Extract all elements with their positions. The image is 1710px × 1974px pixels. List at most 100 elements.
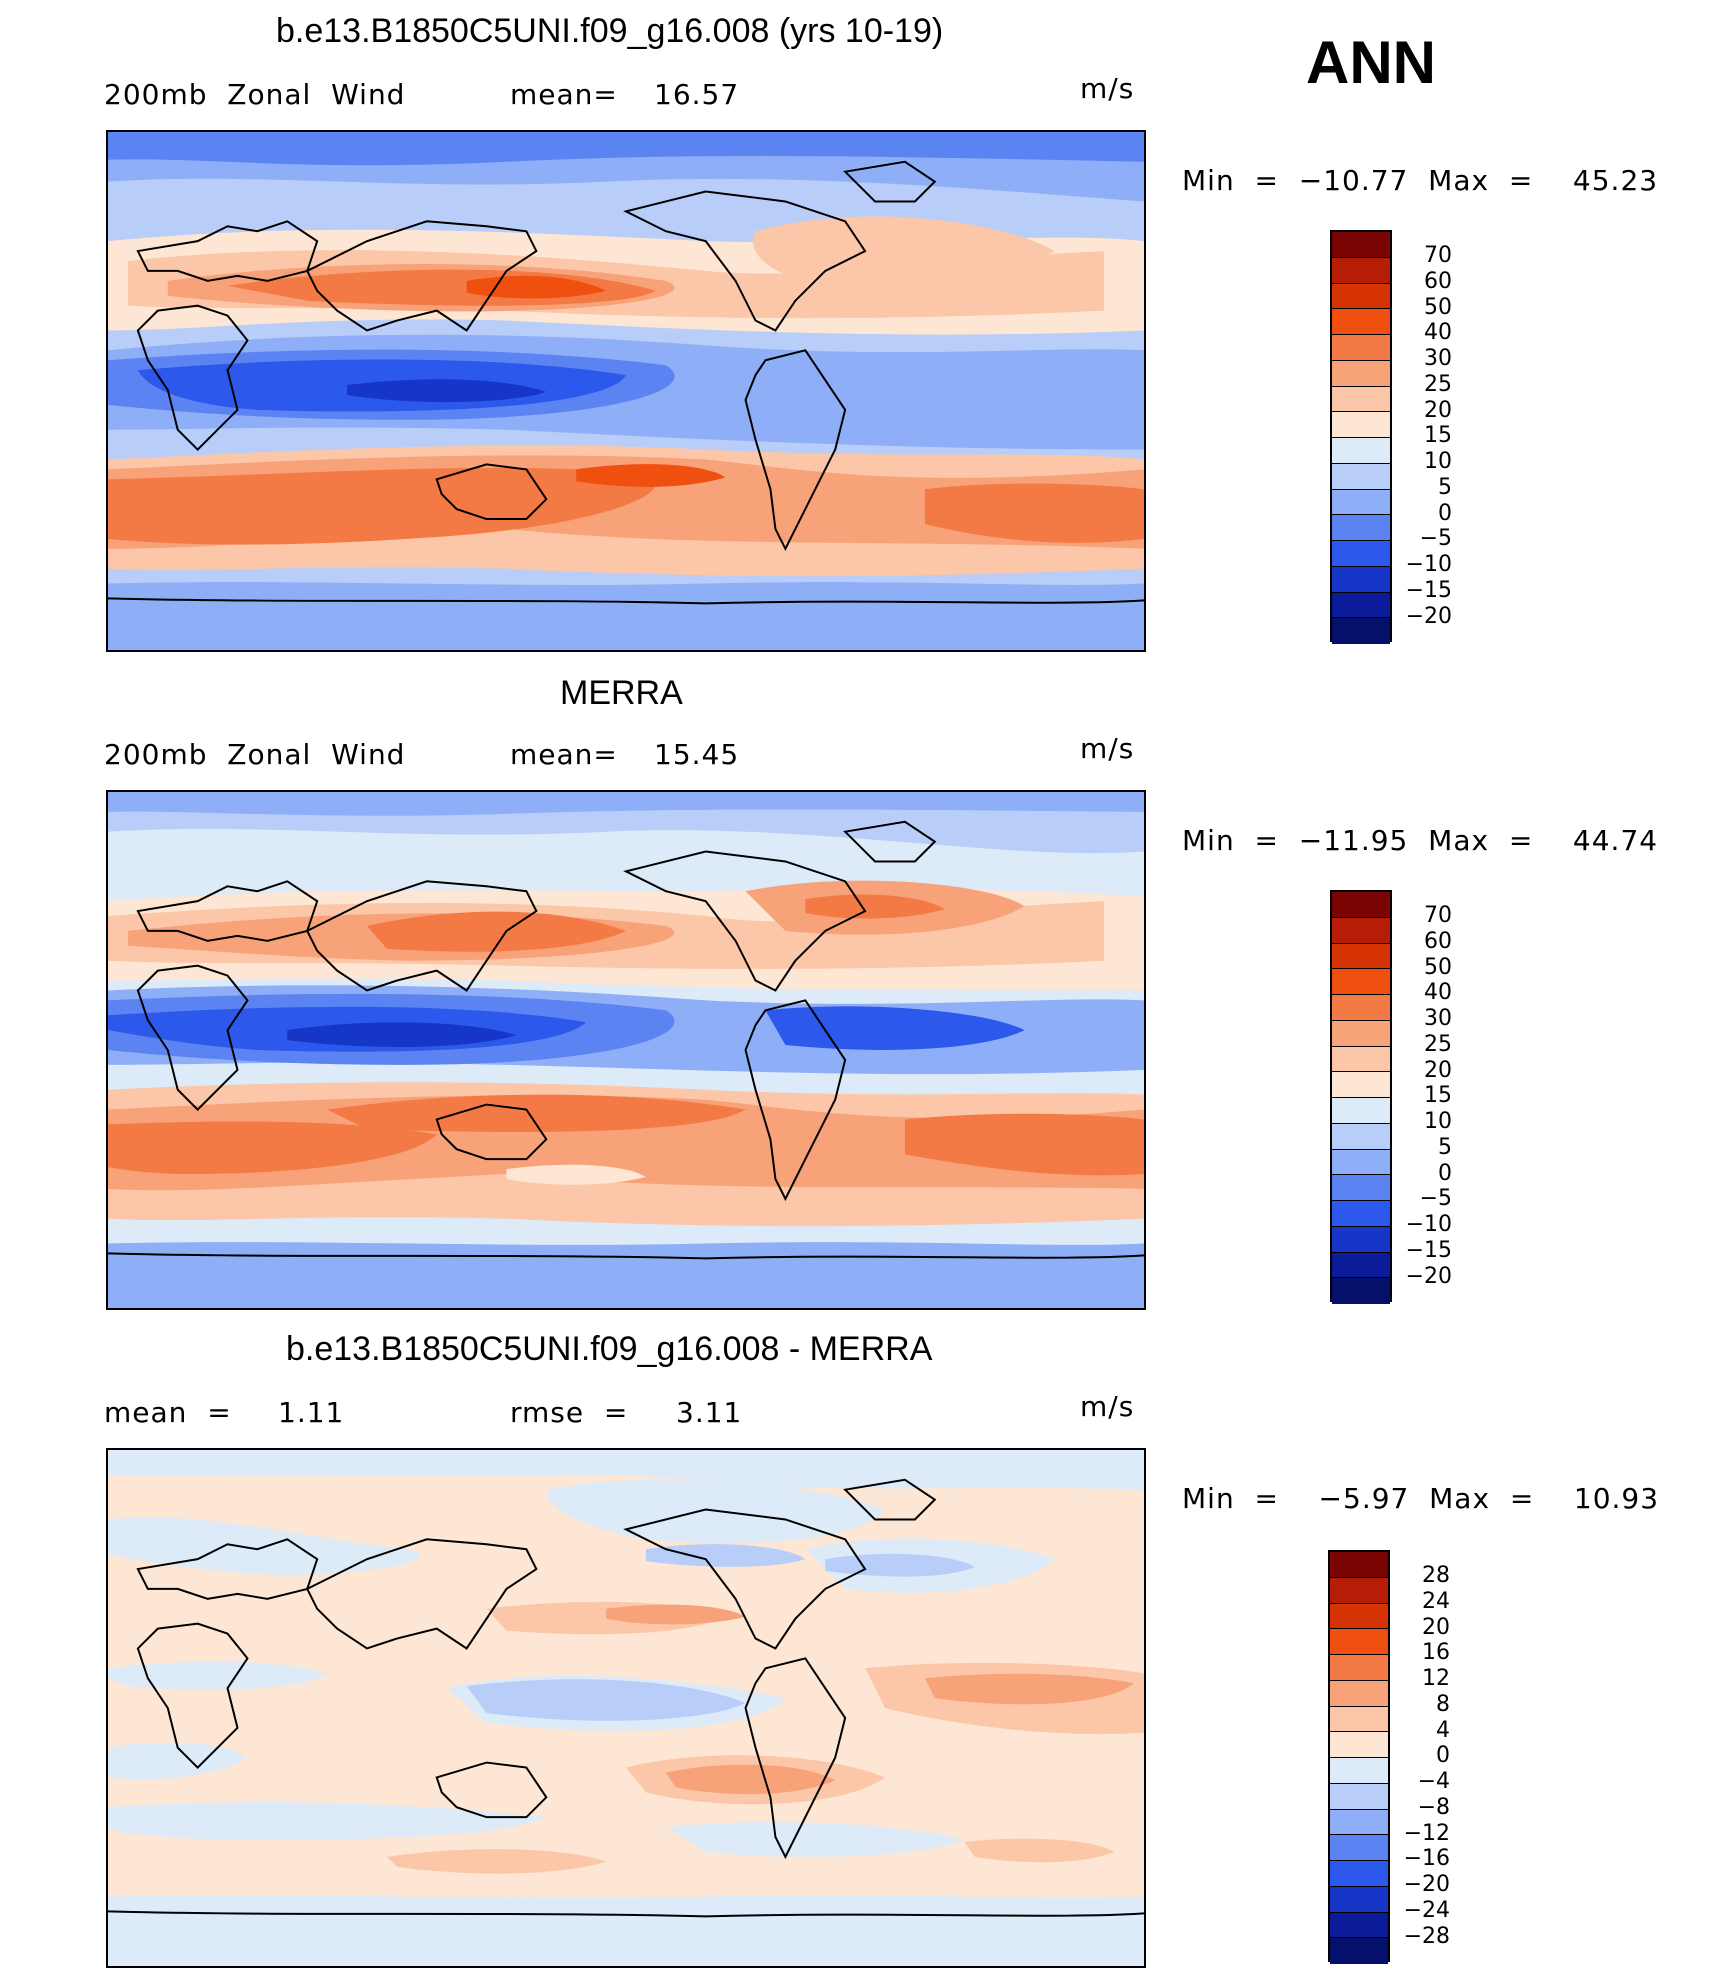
mean-value: 1.11 [278, 1396, 345, 1429]
colorbar-cell [1332, 1020, 1390, 1047]
colorbar-labels-difference: 28 24 20 16 12 8 4 0 −4 −8 −12 −16 −20 −… [1390, 1550, 1450, 1962]
map-obs [106, 790, 1146, 1310]
colorbar-tick-label: 50 [1424, 955, 1452, 980]
colorbar-cell [1332, 1072, 1390, 1098]
colorbar-tick-label: −10 [1405, 552, 1452, 577]
colorbar-cell [1332, 1123, 1390, 1150]
colorbar-cell [1330, 1552, 1388, 1578]
colorbar-cell [1330, 1783, 1388, 1810]
panel-title: b.e13.B1850C5UNI.f09_g16.008 - MERRA [286, 1330, 933, 1368]
colorbar-cell [1332, 541, 1390, 567]
colorbar-cell [1330, 1655, 1388, 1681]
colorbar-cell [1330, 1706, 1388, 1733]
colorbar-cell [1332, 1201, 1390, 1227]
colorbar-tick-label: −24 [1403, 1898, 1450, 1923]
colorbar-cell [1330, 1758, 1388, 1784]
colorbar-cell [1330, 1732, 1388, 1758]
colorbar-cell [1332, 892, 1390, 918]
rmse-value: 3.11 [676, 1396, 743, 1429]
zonal-wind-map [108, 132, 1144, 650]
colorbar-tick-label: −12 [1403, 1821, 1450, 1846]
colorbar-labels-obs: 70 60 50 40 30 25 20 15 10 5 0 −5 −10 −1… [1392, 890, 1452, 1302]
zonal-wind-difference-map [108, 1450, 1144, 1966]
colorbar-tick-label: 10 [1424, 449, 1452, 474]
colorbar-tick-label: 60 [1424, 929, 1452, 954]
colorbar-tick-label: −28 [1403, 1924, 1450, 1949]
colorbar-cell [1332, 1149, 1390, 1176]
colorbar-cell [1330, 1629, 1388, 1655]
colorbar-tick-label: −5 [1419, 1186, 1452, 1211]
colorbar-cell [1332, 360, 1390, 387]
colorbar-tick-label: 0 [1436, 1743, 1450, 1768]
colorbar-cell [1332, 257, 1390, 284]
colorbar-cell [1332, 592, 1390, 619]
zonal-wind-map [108, 792, 1144, 1308]
colorbar-tick-label: 60 [1424, 269, 1452, 294]
colorbar-cell [1330, 1577, 1388, 1604]
colorbar-cell [1332, 1252, 1390, 1279]
mean-label: mean= [510, 78, 618, 111]
mean-label: mean = [104, 1396, 232, 1429]
colorbar-tick-label: −20 [1403, 1872, 1450, 1897]
colorbar-model [1330, 230, 1392, 644]
colorbar-cell [1332, 995, 1390, 1021]
colorbar-tick-label: −10 [1405, 1212, 1452, 1237]
units-label: m/s [1080, 732, 1135, 765]
colorbar-tick-label: −8 [1417, 1795, 1450, 1820]
colorbar-obs [1330, 890, 1392, 1304]
colorbar-cell [1332, 438, 1390, 464]
colorbar-cell [1332, 1278, 1390, 1304]
colorbar-tick-label: 30 [1424, 1006, 1452, 1031]
colorbar-tick-label: 0 [1438, 1161, 1452, 1186]
colorbar-tick-label: 8 [1436, 1692, 1450, 1717]
colorbar-cell [1332, 309, 1390, 335]
season-label: ANN [1306, 29, 1436, 96]
minmax-label: Min = −5.97 Max = 10.93 [1182, 1482, 1660, 1515]
colorbar-cell [1330, 1835, 1388, 1861]
minmax-label: Min = −10.77 Max = 45.23 [1182, 164, 1659, 197]
colorbar-cell [1332, 969, 1390, 995]
colorbar-tick-label: 12 [1422, 1666, 1450, 1691]
colorbar-tick-label: 25 [1424, 1032, 1452, 1057]
mean-value: 16.57 [654, 78, 740, 111]
map-difference [106, 1448, 1146, 1968]
colorbar-cell [1332, 232, 1390, 258]
rmse-label: rmse = [510, 1396, 629, 1429]
colorbar-tick-label: 15 [1424, 1083, 1452, 1108]
colorbar-difference [1328, 1550, 1390, 1964]
colorbar-tick-label: 28 [1422, 1563, 1450, 1588]
colorbar-tick-label: 20 [1422, 1615, 1450, 1640]
colorbar-tick-label: 4 [1436, 1718, 1450, 1743]
colorbar-cell [1330, 1680, 1388, 1707]
colorbar-cell [1332, 1175, 1390, 1201]
colorbar-cell [1332, 412, 1390, 438]
colorbar-tick-label: 70 [1424, 903, 1452, 928]
colorbar-tick-label: 70 [1424, 243, 1452, 268]
colorbar-cell [1332, 515, 1390, 541]
variable-label: 200mb Zonal Wind [104, 738, 406, 771]
colorbar-tick-label: 50 [1424, 295, 1452, 320]
mean-value: 15.45 [654, 738, 740, 771]
colorbar-tick-label: −16 [1403, 1846, 1450, 1871]
colorbar-tick-label: 40 [1424, 320, 1452, 345]
colorbar-tick-label: 40 [1424, 980, 1452, 1005]
colorbar-cell [1332, 618, 1390, 644]
colorbar-tick-label: −15 [1405, 578, 1452, 603]
colorbar-tick-label: −20 [1405, 604, 1452, 629]
units-label: m/s [1080, 1390, 1135, 1423]
colorbar-tick-label: 5 [1438, 1135, 1452, 1160]
colorbar-cell [1332, 463, 1390, 490]
colorbar-cell [1332, 1046, 1390, 1073]
colorbar-cell [1330, 1886, 1388, 1913]
colorbar-tick-label: 24 [1422, 1589, 1450, 1614]
colorbar-tick-label: −20 [1405, 1264, 1452, 1289]
colorbar-cell [1332, 283, 1390, 310]
colorbar-tick-label: −4 [1417, 1769, 1450, 1794]
colorbar-tick-label: 16 [1422, 1640, 1450, 1665]
map-model [106, 130, 1146, 652]
panel-title: MERRA [560, 674, 683, 712]
mean-label: mean= [510, 738, 618, 771]
minmax-label: Min = −11.95 Max = 44.74 [1182, 824, 1659, 857]
colorbar-cell [1330, 1603, 1388, 1630]
colorbar-cell [1330, 1809, 1388, 1836]
